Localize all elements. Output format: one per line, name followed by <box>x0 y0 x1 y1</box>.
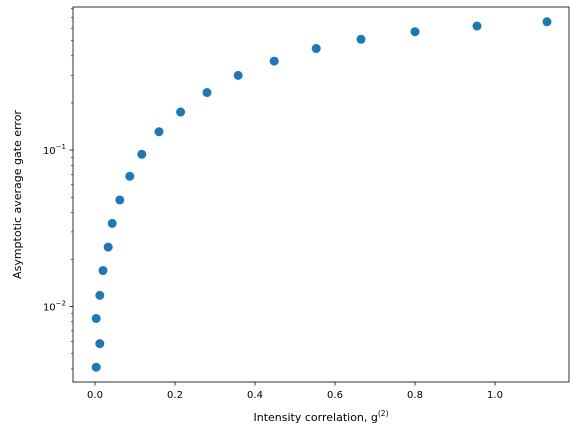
x-axis: 0.0 0.2 0.4 0.6 0.8 1.0 <box>87 382 503 401</box>
data-points <box>91 17 552 372</box>
x-tick-label: 0.4 <box>247 390 263 401</box>
data-point <box>233 70 243 80</box>
data-point <box>95 339 105 349</box>
data-point <box>95 290 105 300</box>
axes-frame <box>72 6 570 383</box>
data-point <box>107 218 117 228</box>
data-point <box>154 127 164 137</box>
x-tick-label: 0.2 <box>167 390 183 401</box>
data-point <box>91 362 101 372</box>
x-tick-label: 0.0 <box>87 390 103 401</box>
plot-area <box>73 7 569 382</box>
data-point <box>356 34 366 44</box>
y-tick-label: 10−2 <box>43 300 66 314</box>
x-tick-label: 0.6 <box>327 390 343 401</box>
data-point <box>202 88 212 98</box>
data-point <box>137 149 147 159</box>
data-point <box>91 313 101 323</box>
y-axis: 10−210−1 <box>43 8 73 370</box>
y-axis-label: Asymptotic average gate error <box>11 110 24 279</box>
data-point <box>472 21 482 31</box>
x-tick-label: 0.8 <box>407 390 423 401</box>
y-tick-label-exponent: −2 <box>56 300 66 308</box>
y-tick-label-base: 10 <box>43 303 56 314</box>
x-tick-label: 1.0 <box>487 390 503 401</box>
y-tick-label: 10−1 <box>43 143 66 157</box>
data-point <box>311 44 321 54</box>
x-axis-label-text: Intensity correlation, g <box>254 411 378 424</box>
y-tick-label-exponent: −1 <box>56 143 66 151</box>
x-axis-label-superscript: (2) <box>378 409 389 418</box>
data-point <box>115 195 125 205</box>
data-point <box>125 171 135 181</box>
data-point <box>269 56 279 66</box>
x-axis-label: Intensity correlation, g(2) <box>254 409 389 424</box>
data-point <box>103 242 113 252</box>
data-point <box>98 266 108 276</box>
data-point <box>410 27 420 37</box>
data-point <box>542 17 552 27</box>
data-point <box>176 107 186 117</box>
y-tick-label-base: 10 <box>43 146 56 157</box>
